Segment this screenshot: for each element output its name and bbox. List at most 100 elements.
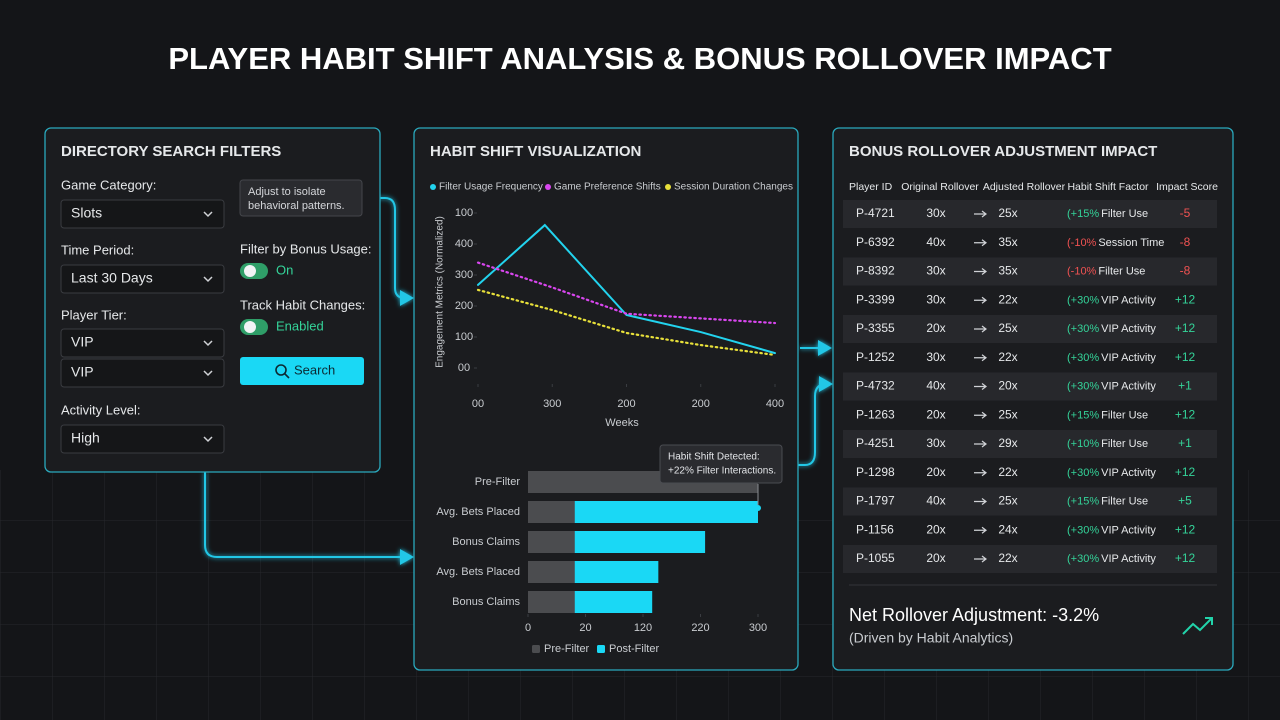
dropdown-box[interactable] bbox=[60, 264, 225, 294]
dropdown-box[interactable] bbox=[60, 358, 225, 388]
series-line bbox=[476, 261, 777, 325]
x-axis-label: Weeks bbox=[605, 417, 639, 429]
player-id: P-6392 bbox=[856, 235, 895, 249]
arrow-icon bbox=[974, 555, 987, 563]
tooltip-box bbox=[239, 179, 363, 217]
player-id: P-4251 bbox=[856, 436, 895, 450]
toggle-state: Enabled bbox=[276, 318, 324, 333]
x-tick-label: 400 bbox=[766, 398, 784, 410]
annotation-text: +22% Filter Interactions. bbox=[668, 466, 776, 477]
dropdown-box[interactable] bbox=[60, 199, 225, 229]
dropdown-value[interactable]: High bbox=[71, 430, 100, 446]
original-rollover: 20x bbox=[926, 321, 945, 335]
habit-shift: (+30% VIP Activity bbox=[1067, 352, 1156, 364]
field-label: Time Period: bbox=[61, 242, 134, 257]
search-button[interactable]: Search bbox=[240, 357, 364, 385]
dropdown[interactable]: Slots bbox=[60, 199, 225, 229]
habit-shift: (+30% VIP Activity bbox=[1067, 553, 1156, 565]
dropdown-value[interactable]: Last 30 Days bbox=[71, 270, 153, 286]
field-label: Game Category: bbox=[61, 177, 156, 192]
habit-shift: (+15% Filter Use bbox=[1067, 409, 1148, 421]
search-icon bbox=[275, 364, 287, 376]
dropdown[interactable]: Last 30 Days bbox=[60, 264, 225, 294]
arrow-icon bbox=[974, 383, 987, 390]
dropdown-value[interactable]: VIP bbox=[71, 364, 94, 380]
button-bg[interactable] bbox=[240, 357, 364, 385]
button-label[interactable]: Search bbox=[294, 362, 335, 377]
impact-score: +12 bbox=[1175, 407, 1196, 421]
legend-marker bbox=[545, 184, 551, 190]
row-band bbox=[843, 430, 1217, 458]
dropdown[interactable]: VIP bbox=[60, 358, 225, 388]
player-id: P-1797 bbox=[856, 494, 895, 508]
bar bbox=[528, 531, 575, 553]
impact-score: +12 bbox=[1175, 350, 1196, 364]
series-line bbox=[476, 288, 777, 357]
adjusted-rollover: 25x bbox=[998, 321, 1017, 335]
chevron bbox=[203, 211, 213, 218]
impact-score: +12 bbox=[1175, 522, 1196, 536]
row-band bbox=[843, 487, 1217, 516]
shift-factor: VIP Activity bbox=[1101, 553, 1156, 565]
dropdown[interactable]: High bbox=[60, 424, 225, 454]
category-label: Bonus Claims bbox=[452, 596, 520, 608]
category-label: Pre-Filter bbox=[475, 476, 521, 488]
row-band bbox=[843, 200, 1217, 228]
category-label: Avg. Bets Placed bbox=[436, 566, 520, 578]
toggle[interactable] bbox=[240, 319, 268, 335]
y-tick-label: 300 bbox=[455, 269, 473, 281]
x-tick-label: 00 bbox=[472, 398, 484, 410]
y-tick-label: 00 bbox=[458, 362, 470, 374]
dropdown-value[interactable]: Slots bbox=[71, 205, 102, 221]
dropdown-box[interactable] bbox=[60, 328, 225, 358]
habit-shift: (+30% VIP Activity bbox=[1067, 294, 1156, 306]
dropdown-value[interactable]: VIP bbox=[71, 334, 94, 350]
impact-score: +12 bbox=[1175, 292, 1196, 306]
original-rollover: 20x bbox=[926, 407, 945, 421]
annotation-text: Habit Shift Detected: bbox=[668, 452, 760, 463]
adjusted-rollover: 35x bbox=[998, 264, 1017, 278]
row-band bbox=[843, 372, 1217, 401]
x-tick-label: 300 bbox=[543, 398, 561, 410]
x-tick-label: 20 bbox=[579, 622, 591, 634]
panel-title: DIRECTORY SEARCH FILTERS bbox=[61, 143, 281, 160]
impact-score: +12 bbox=[1175, 551, 1196, 565]
arrow-icon bbox=[974, 440, 987, 448]
habit-shift: (+30% VIP Activity bbox=[1067, 524, 1156, 536]
impact-score: +12 bbox=[1175, 321, 1196, 335]
y-tick-label: 400 bbox=[455, 238, 473, 250]
shift-percent: (+30% bbox=[1067, 524, 1099, 536]
tooltip-text: Adjust to isolate bbox=[248, 186, 326, 198]
field-label: Activity Level: bbox=[61, 402, 140, 417]
panel-title: BONUS ROLLOVER ADJUSTMENT IMPACT bbox=[849, 143, 1157, 160]
player-id: P-1263 bbox=[856, 407, 895, 421]
y-tick-label: 100 bbox=[455, 207, 473, 219]
toggle-label: Filter by Bonus Usage: bbox=[240, 241, 372, 256]
column-header: Original Rollover bbox=[901, 181, 979, 193]
dropdown[interactable]: VIP bbox=[60, 328, 225, 358]
connectors bbox=[204, 197, 833, 565]
x-tick-label: 300 bbox=[749, 622, 767, 634]
legend-swatch bbox=[597, 645, 605, 653]
annotation-box bbox=[659, 444, 783, 484]
chevron bbox=[203, 370, 213, 377]
field-label: Player Tier: bbox=[61, 307, 127, 322]
original-rollover: 30x bbox=[926, 292, 945, 306]
legend-swatch bbox=[532, 645, 540, 653]
search-icon bbox=[284, 373, 290, 379]
chevron bbox=[203, 340, 213, 347]
shift-factor: VIP Activity bbox=[1101, 467, 1156, 479]
toggle[interactable] bbox=[240, 263, 268, 279]
habit-shift: (+30% VIP Activity bbox=[1067, 323, 1156, 335]
original-rollover: 40x bbox=[926, 379, 945, 393]
panel-title: HABIT SHIFT VISUALIZATION bbox=[430, 143, 641, 160]
adjusted-rollover: 20x bbox=[998, 379, 1017, 393]
trend-icon bbox=[1182, 617, 1213, 635]
original-rollover: 30x bbox=[926, 350, 945, 364]
y-tick-label: 100 bbox=[455, 331, 473, 343]
original-rollover: 20x bbox=[926, 551, 945, 565]
shift-factor: VIP Activity bbox=[1101, 323, 1156, 335]
original-rollover: 30x bbox=[926, 206, 945, 220]
shift-percent: (+15% bbox=[1067, 208, 1099, 220]
dropdown-box[interactable] bbox=[60, 424, 225, 454]
